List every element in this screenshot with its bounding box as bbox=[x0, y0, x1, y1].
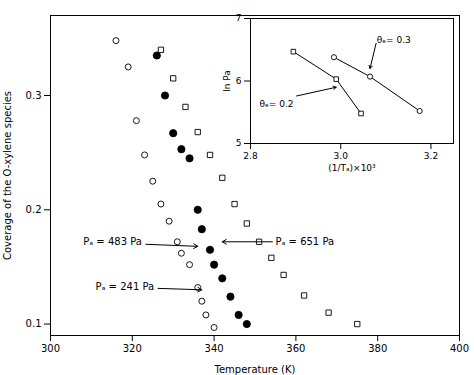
svg-text:5: 5 bbox=[236, 138, 242, 148]
svg-text:0.2: 0.2 bbox=[26, 204, 42, 215]
svg-text:3.0: 3.0 bbox=[334, 151, 349, 161]
svg-text:400: 400 bbox=[450, 343, 469, 354]
svg-text:2.8: 2.8 bbox=[243, 151, 258, 161]
svg-text:360: 360 bbox=[286, 343, 305, 354]
svg-text:Pₐ = 241 Pa: Pₐ = 241 Pa bbox=[95, 281, 154, 292]
svg-text:θₑ= 0.3: θₑ= 0.3 bbox=[377, 35, 411, 45]
svg-text:Temperature (K): Temperature (K) bbox=[214, 364, 296, 375]
svg-text:0.3: 0.3 bbox=[26, 90, 42, 101]
svg-text:340: 340 bbox=[205, 343, 224, 354]
svg-text:Pₐ = 651 Pa: Pₐ = 651 Pa bbox=[275, 236, 334, 247]
svg-text:ln Pa: ln Pa bbox=[222, 70, 232, 92]
svg-text:380: 380 bbox=[368, 343, 387, 354]
svg-text:320: 320 bbox=[123, 343, 142, 354]
svg-text:0.1: 0.1 bbox=[26, 318, 42, 329]
svg-text:7: 7 bbox=[236, 13, 242, 23]
svg-text:300: 300 bbox=[41, 343, 60, 354]
svg-text:3.2: 3.2 bbox=[424, 151, 438, 161]
svg-text:(1/Tₐ)×10³: (1/Tₐ)×10³ bbox=[328, 163, 376, 173]
svg-text:θₑ= 0.2: θₑ= 0.2 bbox=[260, 99, 294, 109]
svg-text:6: 6 bbox=[236, 76, 242, 86]
svg-text:Pₐ = 483 Pa: Pₐ = 483 Pa bbox=[83, 236, 142, 247]
svg-text:Coverage of the O-xylene speci: Coverage of the O-xylene species bbox=[2, 91, 13, 260]
